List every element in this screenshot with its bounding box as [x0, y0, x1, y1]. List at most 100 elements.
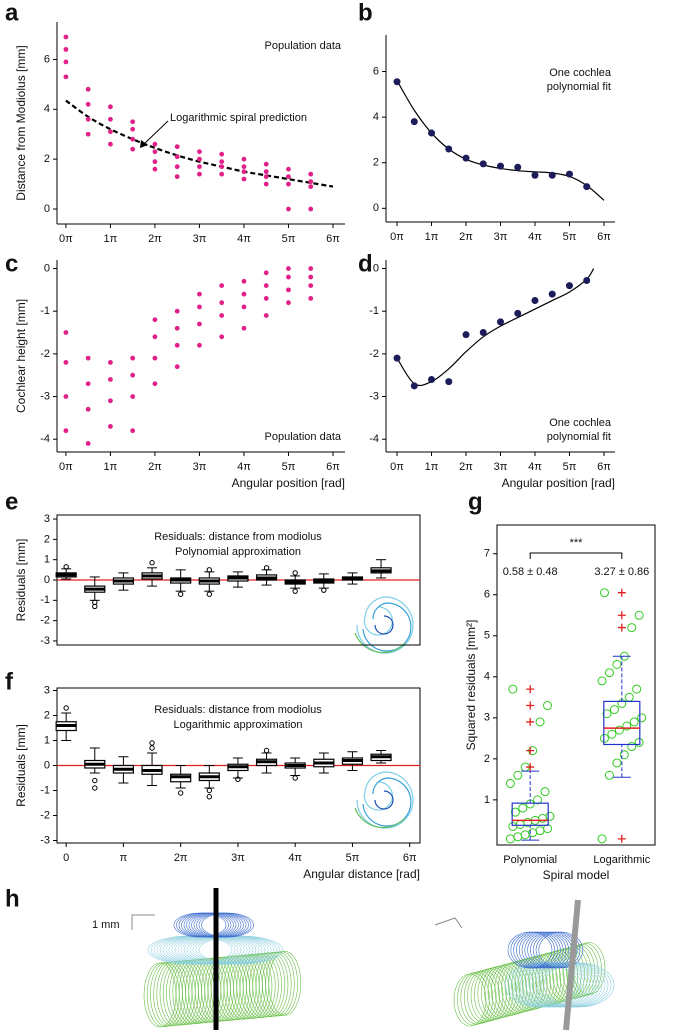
outlier — [92, 777, 98, 784]
stat-label: 0.58 ± 0.48 — [503, 566, 558, 578]
x-tick-label: 0 — [63, 852, 69, 864]
data-point — [263, 296, 269, 301]
x-tick-label: 3π — [193, 461, 207, 473]
data-point — [410, 118, 418, 126]
y-tick-label: 2 — [373, 157, 379, 169]
data-point — [531, 171, 539, 179]
jitter-point — [602, 709, 612, 719]
panel-letter: f — [5, 668, 14, 695]
outlier — [263, 747, 270, 754]
jitter-point — [518, 803, 528, 813]
data-point — [85, 441, 91, 446]
data-point — [197, 171, 202, 177]
data-point — [63, 74, 69, 80]
cochlea-inset — [354, 771, 414, 829]
jitter-point — [508, 822, 518, 832]
data-point — [548, 171, 556, 179]
significance-bracket — [529, 552, 623, 559]
data-point — [219, 334, 225, 340]
jitter-point — [614, 725, 624, 735]
jitter-point — [540, 787, 550, 797]
data-point — [308, 274, 314, 280]
data-point — [85, 355, 91, 361]
data-point — [565, 282, 573, 290]
data-point — [263, 313, 269, 318]
jitter-point — [622, 721, 632, 731]
outlier — [92, 785, 98, 791]
y-tick-label: -2 — [369, 348, 379, 360]
panel-letter: h — [5, 885, 20, 912]
plot-title: Residuals: distance from modiolus — [154, 704, 322, 716]
data-point — [308, 184, 314, 189]
data-point — [428, 375, 436, 383]
illustration-ring — [525, 962, 597, 1008]
data-point — [308, 296, 314, 301]
jitter-point — [624, 692, 634, 702]
orientation-axes — [131, 914, 463, 930]
data-point — [130, 372, 136, 378]
data-point — [308, 266, 314, 271]
data-point — [197, 342, 202, 348]
y-tick-label: 3 — [484, 712, 490, 724]
illustration-ring — [268, 950, 302, 1016]
data-point — [241, 278, 247, 284]
illustration-ring — [463, 970, 497, 1024]
y-tick-label: -3 — [40, 635, 50, 647]
x-tick-label: 6π — [326, 461, 340, 473]
illustration-ring — [540, 962, 612, 1008]
outlier — [63, 564, 69, 570]
x-tick-label: 5π — [282, 461, 296, 473]
x-tick-label: 4π — [528, 231, 542, 243]
data-point — [85, 116, 91, 122]
y-tick-label: 6 — [484, 589, 490, 601]
data-point — [531, 297, 539, 305]
illustration-ring — [460, 971, 494, 1025]
illustration-ring — [562, 944, 596, 998]
data-point — [308, 171, 314, 177]
panel-letter: b — [358, 0, 373, 26]
data-point — [428, 129, 436, 137]
y-tick-label: -1 — [40, 305, 50, 317]
jitter-point — [634, 737, 644, 747]
data-point — [63, 394, 69, 399]
outlier — [206, 591, 212, 597]
data-point — [410, 382, 418, 390]
y-axis-title: Residuals [mm] — [14, 724, 28, 807]
data-point — [63, 59, 69, 65]
jitter-point — [612, 659, 622, 669]
illustration-ring — [514, 957, 548, 1011]
note: Population data — [265, 431, 342, 443]
x-tick-label: 5π — [563, 231, 577, 243]
illustration-ring — [467, 970, 500, 1023]
data-point — [219, 313, 225, 318]
y-tick-label: 0 — [373, 202, 379, 214]
data-point — [308, 206, 314, 212]
jitter-point — [629, 717, 639, 727]
data-point — [514, 309, 522, 317]
data-point — [152, 159, 158, 165]
y-tick-label: 2 — [484, 753, 490, 765]
panel-letter: a — [5, 0, 19, 26]
data-point — [130, 394, 136, 399]
y-tick-label: 4 — [44, 103, 50, 115]
data-point — [241, 176, 247, 182]
y-axis-title: Cochlear height [mm] — [14, 299, 28, 413]
outlier — [617, 588, 626, 597]
data-point — [63, 428, 69, 434]
cochlea-inset — [354, 596, 414, 654]
y-tick-label: -3 — [369, 390, 379, 402]
data-point — [308, 179, 314, 185]
outlier — [177, 790, 184, 796]
outlier — [292, 588, 298, 594]
data-point — [152, 381, 158, 387]
panel: c -4 -3 -2 -1 0 0π 1π 2π 3π 4π 5π 6π Cochlear height … — [5, 250, 345, 490]
data-point — [174, 154, 180, 160]
y-tick-label: 6 — [44, 53, 50, 65]
outlier — [526, 746, 535, 755]
data-point — [286, 266, 291, 271]
x-tick-label: 1π — [104, 233, 118, 245]
data-point — [63, 34, 69, 40]
jitter-point — [599, 733, 609, 743]
x-tick-label: 2π — [459, 461, 473, 473]
data-point — [152, 149, 158, 155]
